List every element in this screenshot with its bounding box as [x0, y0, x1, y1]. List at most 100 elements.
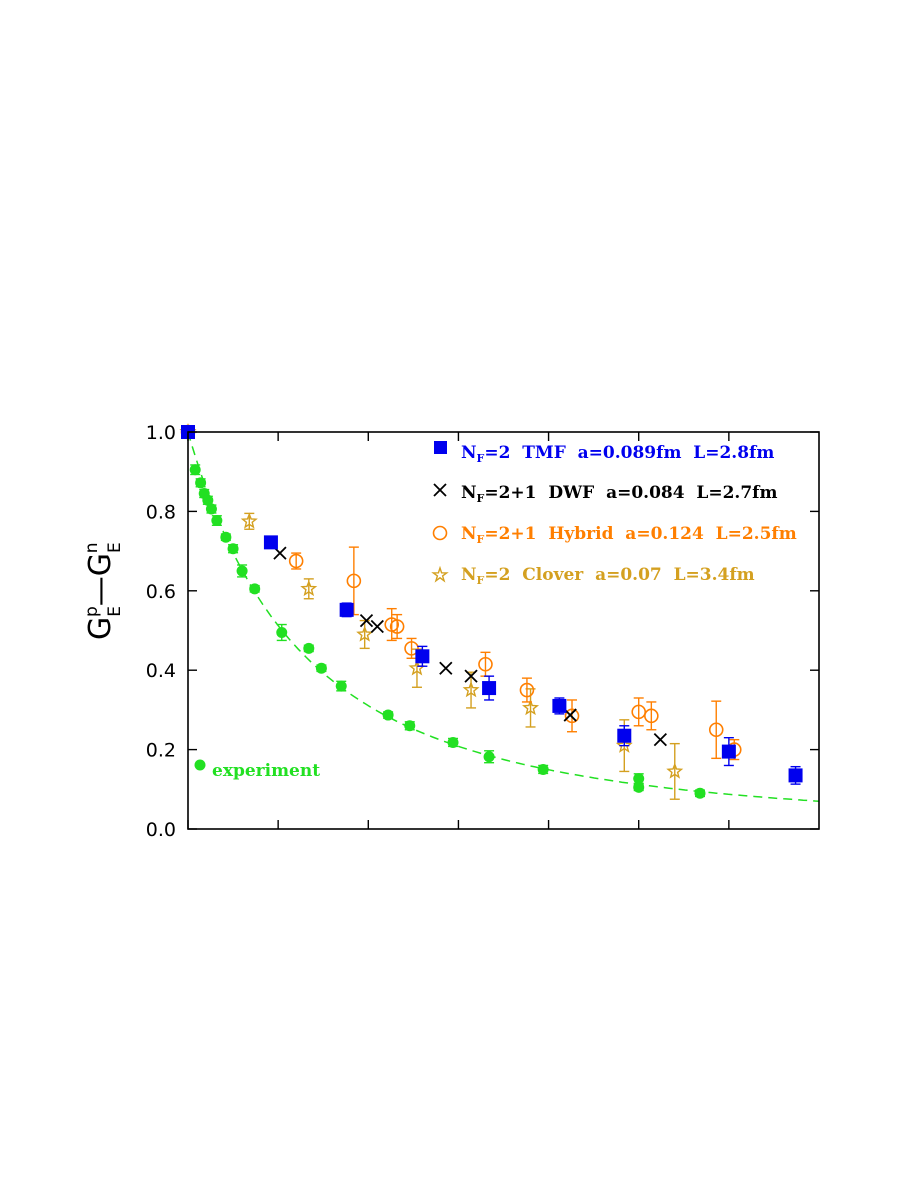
point-s0-8 [788, 768, 803, 783]
y-tick-label-4: 0.8 [146, 501, 176, 523]
point-s2-1 [288, 553, 304, 569]
y-tick-label-1: 0.2 [146, 740, 176, 762]
legend-label-dwf: NF=2+1 DWF a=0.084 L=2.7fm [461, 483, 778, 505]
point-s4-9 [236, 565, 248, 577]
legend-item-clover: NF=2 Clover a=0.07 L=3.4fm [431, 565, 755, 587]
point-s2-6 [478, 656, 493, 672]
series-2 [180, 424, 742, 761]
point-s3-2 [300, 579, 318, 597]
point-s0-2 [339, 602, 354, 617]
point-s2-11 [708, 722, 724, 738]
legend-hybrid-rest: =2+1 Hybrid a=0.124 L=2.5fm [484, 524, 796, 544]
point-s4-15 [382, 709, 394, 721]
ylabel-sup1: p [82, 606, 102, 617]
point-s1-7 [653, 733, 667, 747]
point-s0-7 [721, 744, 736, 759]
point-s4-22 [694, 787, 706, 799]
legend-tmf-rest: =2 TMF a=0.089fm L=2.8fm [484, 443, 774, 463]
point-s4-6 [211, 515, 223, 527]
legend-marker-dwf [433, 483, 447, 497]
series-3 [179, 423, 684, 800]
experiment-annotation: experiment [194, 759, 320, 781]
point-s4-20 [633, 773, 645, 785]
legend-item-hybrid: NF=2+1 Hybrid a=0.124 L=2.5fm [432, 524, 797, 546]
point-s1-4 [439, 661, 453, 675]
point-s4-7 [220, 531, 232, 543]
point-s4-5 [205, 503, 217, 515]
y-tick-label-2: 0.4 [146, 660, 176, 682]
legend-dwf-sub: F [477, 492, 485, 505]
legend-hybrid-sub: F [477, 533, 485, 546]
point-s0-3 [415, 649, 430, 664]
fit-curve-layer [187, 431, 820, 802]
y-tick-label-3: 0.6 [146, 581, 176, 603]
series-4 [182, 426, 706, 799]
point-s1-5 [464, 669, 478, 683]
legend-item-dwf: NF=2+1 DWF a=0.084 L=2.7fm [433, 483, 778, 505]
ylabel-sub2: E [105, 542, 125, 553]
legend-label-tmf: NF=2 TMF a=0.089fm L=2.8fm [461, 443, 774, 465]
legend: NF=2 TMF a=0.089fm L=2.8fm NF=2+1 DWF a=… [431, 441, 797, 587]
point-s4-10 [249, 583, 261, 595]
point-s2-10 [644, 708, 659, 724]
point-s4-16 [404, 720, 416, 732]
point-s4-11 [276, 626, 288, 638]
point-s2-7 [519, 682, 535, 698]
legend-clover-prefix: N [461, 565, 477, 585]
legend-clover-sub: F [477, 574, 485, 587]
legend-dwf-rest: =2+1 DWF a=0.084 L=2.7fm [484, 483, 777, 503]
experiment-fit-curve [187, 431, 820, 802]
legend-tmf-sub: F [477, 452, 485, 465]
point-s3-1 [240, 512, 258, 529]
axis-ticks [187, 431, 819, 830]
point-s4-14 [335, 680, 347, 692]
point-s0-1 [263, 535, 278, 550]
legend-marker-clover [431, 565, 449, 583]
legend-dwf-prefix: N [461, 483, 477, 503]
point-s3-8 [666, 762, 684, 779]
experiment-label: experiment [212, 761, 320, 781]
data-series-layer [179, 423, 803, 800]
point-s2-5 [404, 641, 419, 656]
point-s3-7 [615, 736, 633, 753]
y-axis-label: GEp—GEn [82, 542, 125, 640]
legend-hybrid-prefix: N [461, 524, 477, 544]
point-s4-21 [633, 781, 645, 793]
point-s4-2 [195, 477, 207, 489]
ylabel-sub1: E [105, 606, 125, 617]
ylabel-dash: — [83, 576, 118, 606]
point-s0-5 [552, 698, 567, 713]
point-s1-2 [359, 613, 374, 628]
legend-clover-rest: =2 Clover a=0.07 L=3.4fm [484, 565, 754, 585]
experiment-marker [194, 759, 206, 771]
ylabel-base1: G [83, 617, 118, 640]
ylabel-sup2: n [82, 542, 102, 553]
point-s3-3 [356, 625, 374, 642]
point-s4-18 [483, 751, 495, 763]
legend-label-clover: NF=2 Clover a=0.07 L=3.4fm [461, 565, 755, 587]
point-s0-6 [617, 728, 632, 743]
point-s4-8 [227, 543, 239, 555]
legend-tmf-prefix: N [461, 443, 477, 463]
y-tick-labels: 0.0 0.2 0.4 0.6 0.8 1.0 [146, 422, 176, 841]
point-s2-4 [389, 619, 405, 634]
point-s4-12 [303, 642, 315, 654]
y-tick-label-0: 0.0 [146, 819, 176, 841]
point-s4-4 [202, 494, 214, 506]
point-s3-5 [462, 681, 480, 698]
point-s0-4 [482, 681, 497, 696]
plot-frame [187, 431, 820, 830]
point-s3-6 [522, 698, 540, 716]
point-s1-3 [370, 619, 384, 634]
legend-label-hybrid: NF=2+1 Hybrid a=0.124 L=2.5fm [461, 524, 797, 546]
ylabel-base2: G [83, 553, 118, 576]
y-tick-label-5: 1.0 [146, 422, 176, 444]
point-s4-19 [537, 763, 549, 775]
point-s4-1 [189, 464, 201, 476]
legend-marker-hybrid [432, 525, 448, 541]
point-s2-8 [564, 708, 580, 724]
point-s2-9 [631, 704, 647, 720]
series-0 [181, 425, 803, 785]
legend-marker-tmf [434, 441, 447, 454]
